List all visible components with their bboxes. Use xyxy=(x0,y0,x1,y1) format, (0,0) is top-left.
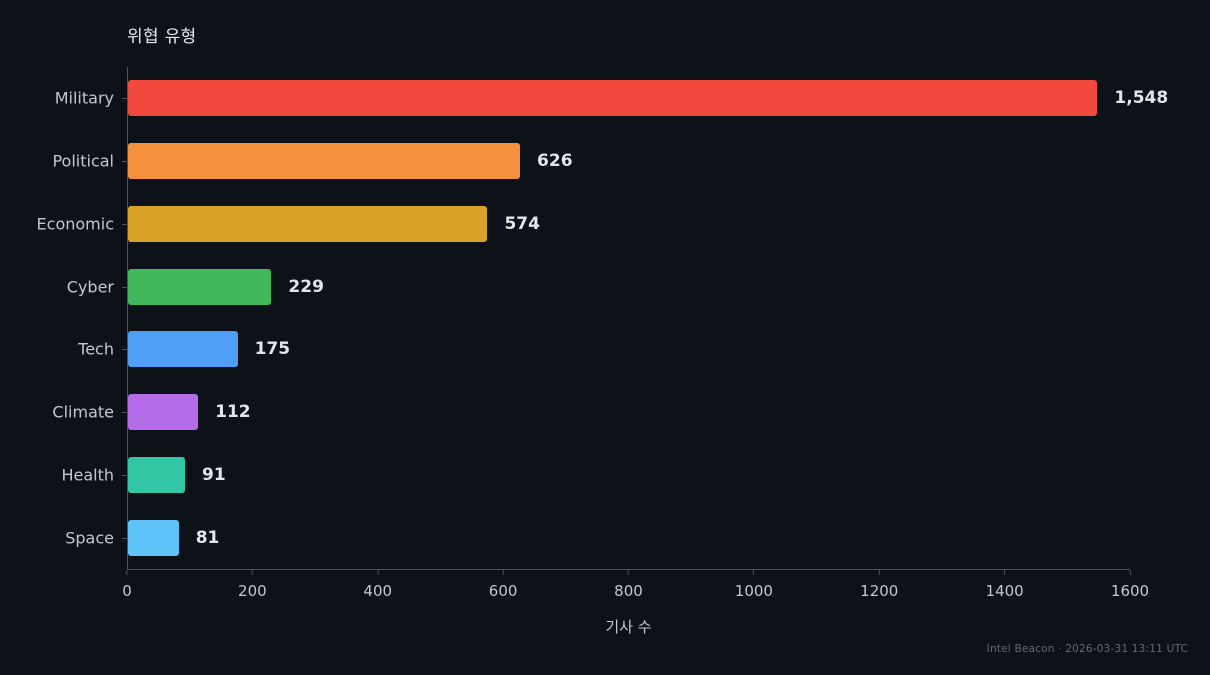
value-label-military: 1,548 xyxy=(1114,88,1169,109)
bar-row: Tech 175 xyxy=(78,318,1130,381)
x-tick-label: 600 xyxy=(488,582,518,600)
bar-row: Military 1,548 xyxy=(55,67,1168,130)
x-tick-1200: 1200 xyxy=(860,570,898,600)
value-label-cyber: 229 xyxy=(288,276,324,297)
x-tick-mark xyxy=(1129,570,1131,575)
bar-row: Political 626 xyxy=(52,130,1130,193)
bar-row: Space 81 xyxy=(65,506,1130,569)
x-tick-label: 1000 xyxy=(734,582,773,600)
bar-space[interactable] xyxy=(128,519,179,556)
x-tick-1400: 1400 xyxy=(986,570,1024,600)
x-tick-label: 400 xyxy=(363,582,393,600)
category-label-tech: Tech xyxy=(78,339,114,359)
bar-row: Economic 574 xyxy=(37,193,1130,256)
bar-climate[interactable] xyxy=(128,394,199,431)
x-tick-label: 0 xyxy=(122,582,132,600)
value-label-economic: 574 xyxy=(504,213,540,234)
bar-political[interactable] xyxy=(128,143,521,180)
x-tick-label: 800 xyxy=(614,582,643,600)
chart-title: 위협 유형 xyxy=(127,27,197,47)
bar-economic[interactable] xyxy=(128,205,488,242)
x-tick-mark xyxy=(502,570,504,575)
value-label-climate: 112 xyxy=(215,402,251,423)
x-tick-200: 200 xyxy=(238,570,267,600)
x-tick-label: 1200 xyxy=(860,582,899,600)
bar-military[interactable] xyxy=(128,80,1098,117)
x-tick-600: 600 xyxy=(488,570,518,600)
bar-row: Cyber 229 xyxy=(67,255,1130,318)
x-axis-title: 기사 수 xyxy=(605,618,652,636)
bar-cyber[interactable] xyxy=(128,268,272,305)
footer-attribution: Intel Beacon · 2026-03-31 13:11 UTC xyxy=(986,643,1188,655)
bar-health[interactable] xyxy=(128,456,185,493)
x-tick-label: 1400 xyxy=(985,582,1024,600)
value-label-space: 81 xyxy=(195,527,220,548)
x-tick-400: 400 xyxy=(363,570,392,600)
bar-row: Climate 112 xyxy=(52,381,1130,444)
x-tick-label: 1600 xyxy=(1110,582,1150,600)
x-tick-mark xyxy=(753,570,755,575)
category-label-climate: Climate xyxy=(52,402,114,422)
category-label-cyber: Cyber xyxy=(66,277,114,297)
x-tick-1600: 1600 xyxy=(1111,570,1149,600)
x-tick-mark xyxy=(627,570,629,575)
x-tick-mark xyxy=(126,570,128,575)
x-tick-mark xyxy=(251,570,253,575)
x-tick-label: 200 xyxy=(238,582,267,600)
category-label-military: Military xyxy=(54,88,114,108)
x-axis-ticks: 0 200 400 600 800 1000 1200 1400 1600 xyxy=(122,570,1149,600)
x-tick-mark xyxy=(377,570,379,575)
value-label-political: 626 xyxy=(537,151,573,172)
category-label-economic: Economic xyxy=(36,214,114,234)
x-tick-mark xyxy=(1004,570,1006,575)
x-tick-0: 0 xyxy=(122,570,132,600)
category-label-political: Political xyxy=(52,151,114,171)
bar-tech[interactable] xyxy=(128,331,238,368)
category-label-space: Space xyxy=(65,528,114,548)
value-label-tech: 175 xyxy=(254,339,291,360)
category-label-health: Health xyxy=(61,465,114,485)
value-label-health: 91 xyxy=(201,464,226,485)
x-tick-1000: 1000 xyxy=(735,570,773,600)
x-tick-800: 800 xyxy=(614,570,643,600)
x-tick-mark xyxy=(878,570,880,575)
plot-area: Military 1,548 Political 626 Economic 574 Cybe… xyxy=(37,67,1168,570)
bar-row: Health 91 xyxy=(61,444,1130,507)
